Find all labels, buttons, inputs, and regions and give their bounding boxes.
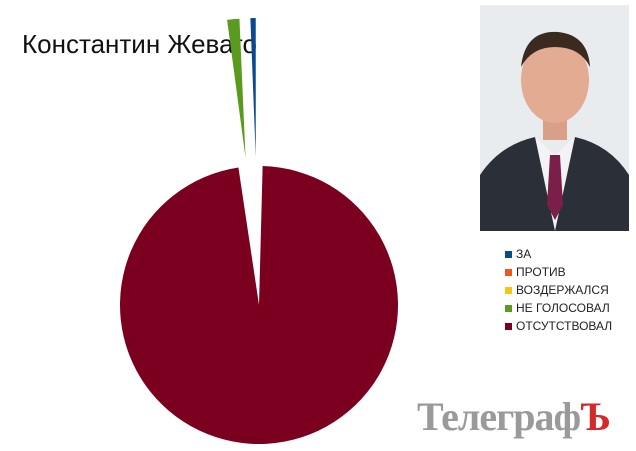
- legend: ЗА ПРОТИВ ВОЗДЕРЖАЛСЯ НЕ ГОЛОСОВАЛ ОТСУТ…: [505, 245, 612, 335]
- legend-label: НЕ ГОЛОСОВАЛ: [516, 301, 610, 315]
- legend-swatch: [505, 286, 512, 294]
- portrait-photo: [480, 5, 629, 231]
- legend-label: ПРОТИВ: [516, 265, 566, 279]
- legend-label: ЗА: [516, 247, 532, 261]
- watermark-letter: Ъ: [580, 394, 611, 439]
- watermark-text: Телеграф: [417, 394, 581, 439]
- legend-item-protiv: ПРОТИВ: [505, 263, 612, 281]
- legend-label: ОТСУТСТВОВАЛ: [516, 319, 613, 333]
- legend-item-ne-golosoval: НЕ ГОЛОСОВАЛ: [505, 299, 612, 317]
- legend-swatch: [505, 268, 512, 276]
- pie-slice-НЕ ГОЛОСОВАЛ: [227, 18, 246, 158]
- legend-item-otsutstvoval: ОТСУТСТВОВАЛ: [505, 317, 612, 335]
- legend-swatch: [505, 250, 512, 258]
- pie-slice-ОТСУТСТВОВАЛ: [119, 166, 398, 444]
- telegraf-watermark-logo: ТелеграфЪ: [417, 393, 611, 440]
- legend-swatch: [505, 322, 512, 330]
- chart-title: Константин Жеваго: [22, 29, 257, 59]
- legend-item-vozderzhalsya: ВОЗДЕРЖАЛСЯ: [505, 281, 612, 299]
- legend-swatch: [505, 304, 512, 312]
- pie-slice-ЗА: [250, 18, 256, 158]
- legend-label: ВОЗДЕРЖАЛСЯ: [516, 283, 609, 297]
- legend-item-za: ЗА: [505, 245, 612, 263]
